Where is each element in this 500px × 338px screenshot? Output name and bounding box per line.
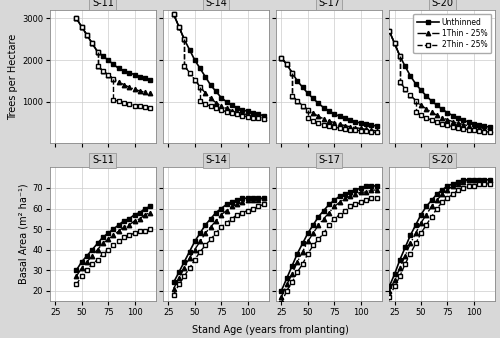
Title: S-20: S-20 [431, 0, 453, 8]
Text: Stand Age (years from planting): Stand Age (years from planting) [192, 324, 348, 335]
Title: S-17: S-17 [318, 0, 340, 8]
Y-axis label: Trees per Hectare: Trees per Hectare [8, 34, 18, 120]
Title: S-11: S-11 [92, 0, 114, 8]
Title: S-14: S-14 [205, 155, 227, 165]
Title: S-17: S-17 [318, 155, 340, 165]
Title: S-20: S-20 [431, 155, 453, 165]
Title: S-11: S-11 [92, 155, 114, 165]
Title: S-14: S-14 [205, 0, 227, 8]
Legend: Unthinned, 1Thin - 25%, 2Thin - 25%: Unthinned, 1Thin - 25%, 2Thin - 25% [414, 14, 491, 53]
Y-axis label: Basal Area (m² ha⁻¹): Basal Area (m² ha⁻¹) [18, 184, 28, 285]
